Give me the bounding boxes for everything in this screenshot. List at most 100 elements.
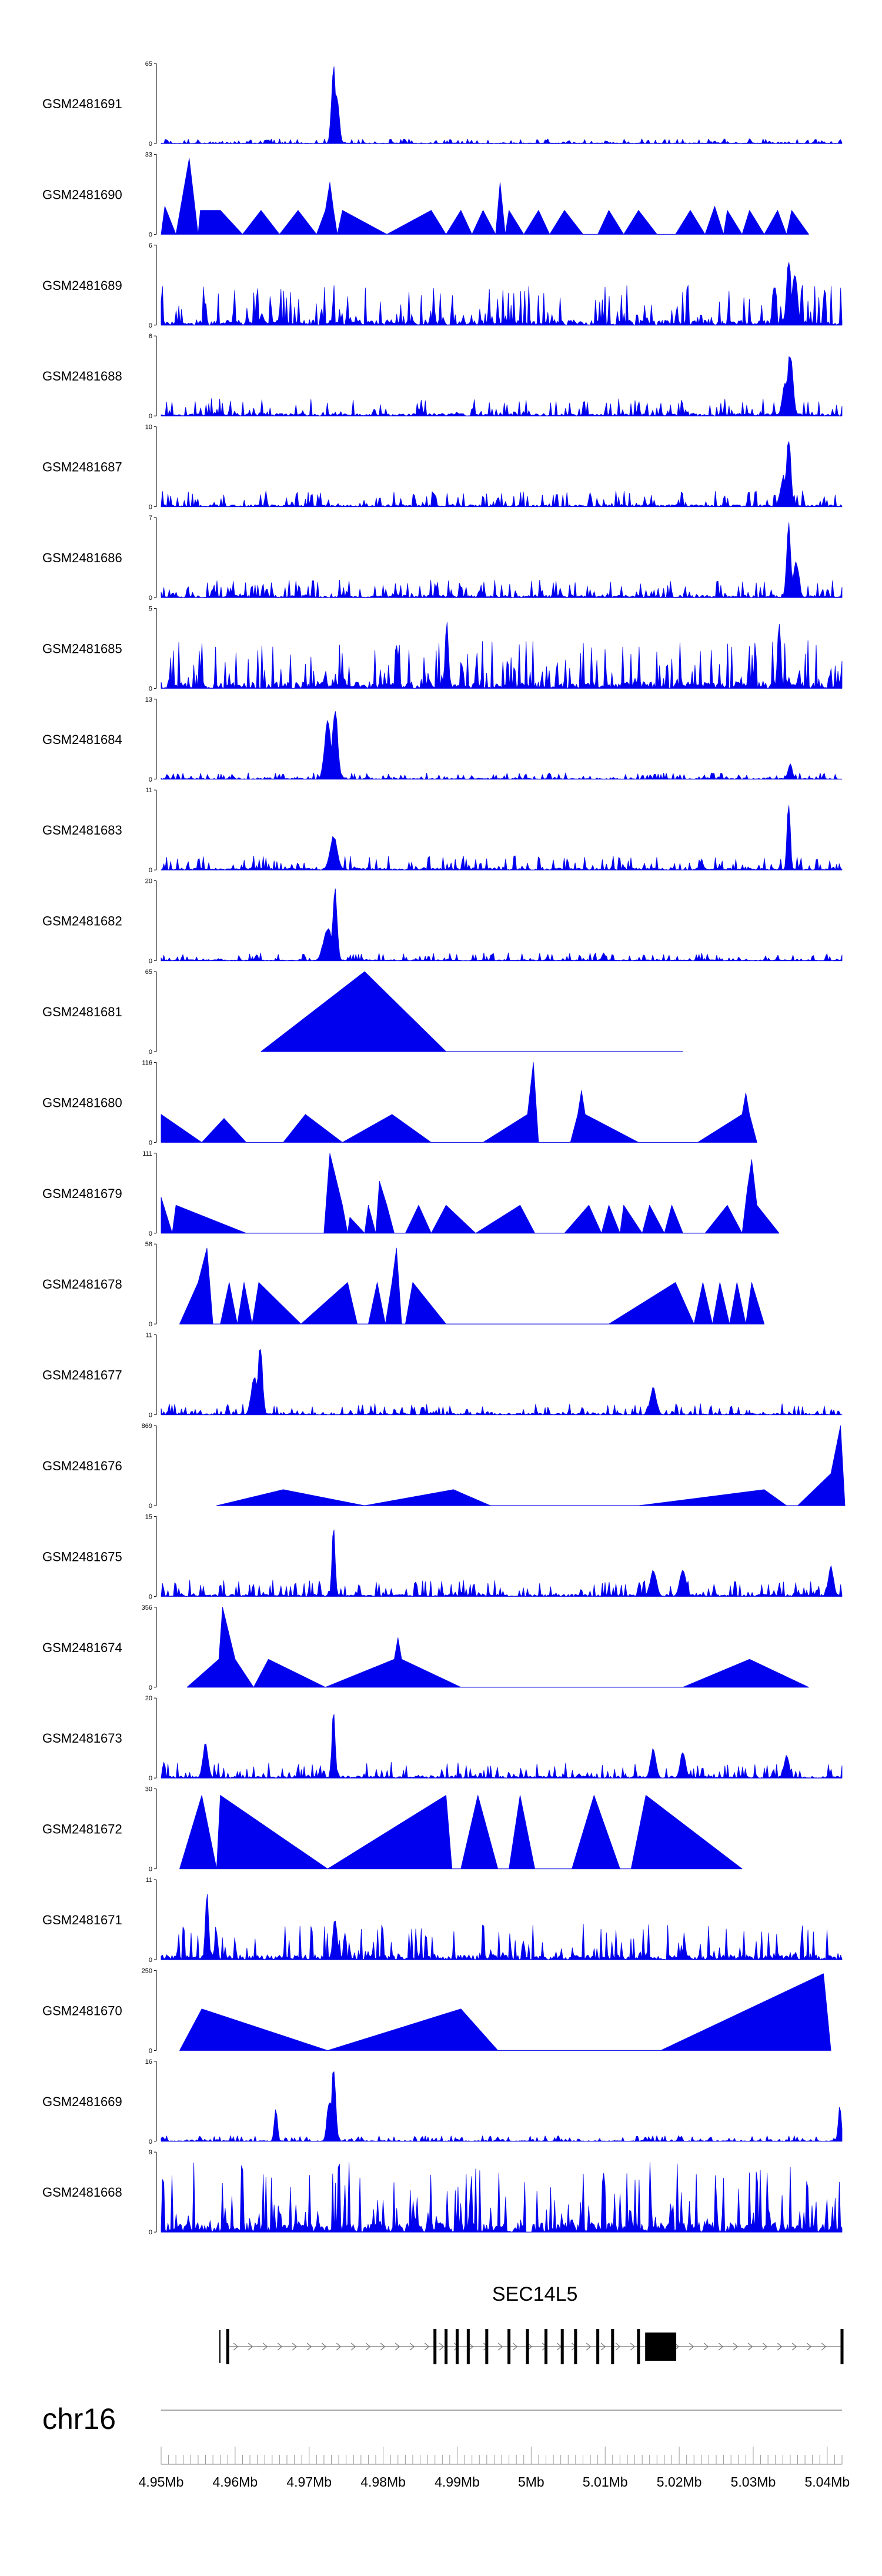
signal-area	[179, 1795, 743, 1869]
track-GSM2481687: GSM2481687 10 0	[42, 424, 843, 511]
track-label: GSM2481678	[42, 1277, 122, 1292]
track-GSM2481686: GSM2481686 7 0	[42, 515, 843, 602]
y-max-label: 30	[145, 1786, 152, 1793]
signal-area	[161, 622, 843, 689]
track-GSM2481691: GSM2481691 65 0	[42, 61, 843, 148]
exon	[645, 2333, 677, 2361]
y-max-label: 65	[145, 969, 152, 976]
track-label: GSM2481676	[42, 1459, 122, 1473]
track-label: GSM2481673	[42, 1731, 122, 1746]
track-label: GSM2481681	[42, 1005, 122, 1019]
track-GSM2481675: GSM2481675 15 0	[42, 1513, 843, 1600]
y-min-label: 0	[149, 1957, 152, 1964]
strand-arrow	[806, 2343, 812, 2351]
y-min-label: 0	[149, 1049, 152, 1056]
track-GSM2481670: GSM2481670 250 0	[42, 1967, 831, 2054]
track-GSM2481668: GSM2481668 9 0	[42, 2149, 843, 2236]
track-label: GSM2481684	[42, 732, 122, 747]
signal-area	[161, 522, 843, 598]
signal-area	[161, 66, 843, 144]
y-max-label: 9	[149, 2149, 152, 2156]
y-min-label: 0	[149, 776, 152, 783]
track-label: GSM2481683	[42, 823, 122, 837]
track-GSM2481676: GSM2481676 869 0	[42, 1423, 846, 1510]
y-min-label: 0	[149, 2229, 152, 2236]
x-tick-label: 4.99Mb	[435, 2474, 480, 2490]
track-label: GSM2481677	[42, 1368, 122, 1383]
signal-area	[161, 1529, 843, 1597]
y-min-label: 0	[149, 958, 152, 965]
strand-arrow	[497, 2343, 503, 2351]
y-max-label: 13	[145, 696, 152, 703]
x-tick-label: 5.04Mb	[804, 2474, 850, 2490]
y-max-label: 33	[145, 151, 152, 158]
y-max-label: 11	[146, 1332, 152, 1339]
exon	[611, 2329, 614, 2364]
y-min-label: 0	[149, 322, 152, 329]
y-min-label: 0	[149, 1593, 152, 1600]
exon	[637, 2329, 640, 2364]
track-label: GSM2481686	[42, 550, 122, 565]
track-label: GSM2481670	[42, 2003, 122, 2018]
strand-arrow	[689, 2343, 694, 2351]
y-max-label: 15	[145, 1513, 152, 1520]
exon	[507, 2329, 511, 2364]
signal-area	[161, 2162, 843, 2233]
strand-arrow	[777, 2343, 783, 2351]
strand-arrow	[703, 2343, 709, 2351]
track-GSM2481674: GSM2481674 356 0	[42, 1604, 809, 1691]
strand-arrow	[336, 2343, 342, 2351]
strand-arrow	[306, 2343, 312, 2351]
y-min-label: 0	[149, 1139, 152, 1146]
y-max-label: 58	[145, 1241, 152, 1248]
strand-arrow	[718, 2343, 724, 2351]
signal-area	[216, 1425, 846, 1506]
exon	[544, 2329, 548, 2364]
track-label: GSM2481668	[42, 2185, 122, 2200]
y-max-label: 116	[142, 1059, 152, 1066]
y-max-label: 16	[145, 2058, 152, 2066]
y-max-label: 356	[142, 1604, 152, 1611]
signal-area	[161, 1349, 843, 1415]
strand-arrow	[527, 2343, 533, 2351]
x-tick-label: 5.02Mb	[657, 2474, 702, 2490]
x-tick-label: 4.97Mb	[286, 2474, 332, 2490]
strand-arrow	[262, 2343, 268, 2351]
y-max-label: 5	[149, 605, 152, 612]
signal-area	[260, 971, 683, 1052]
track-label: GSM2481685	[42, 641, 122, 656]
exon	[526, 2329, 529, 2364]
y-max-label: 11	[146, 1877, 152, 1884]
y-min-label: 0	[149, 141, 152, 148]
signal-area	[161, 262, 843, 326]
strand-arrow	[380, 2343, 386, 2351]
exon	[560, 2329, 564, 2364]
strand-arrow	[733, 2343, 739, 2351]
track-GSM2481690: GSM2481690 33 0	[42, 151, 809, 238]
track-GSM2481688: GSM2481688 6 0	[42, 333, 843, 420]
exon	[574, 2329, 577, 2364]
exon	[840, 2329, 844, 2364]
strand-arrow	[292, 2343, 298, 2351]
exon	[485, 2329, 489, 2364]
signal-area	[161, 1062, 757, 1143]
y-min-label: 0	[149, 2138, 152, 2145]
signal-area	[161, 1894, 843, 1960]
y-max-label: 20	[145, 878, 152, 885]
strand-arrow	[821, 2343, 827, 2351]
y-max-label: 7	[149, 515, 152, 522]
strand-arrow	[365, 2343, 371, 2351]
y-min-label: 0	[149, 1503, 152, 1510]
genome-axis: chr16 4.95Mb 4.96Mb 4.97Mb 4.98Mb 4.99Mb 5Mb 5.…	[42, 2403, 850, 2490]
x-tick-label: 4.98Mb	[360, 2474, 406, 2490]
signal-area	[161, 356, 843, 416]
x-tick-label: 5.03Mb	[731, 2474, 776, 2490]
x-tick-label: 4.95Mb	[139, 2474, 184, 2490]
x-tick-label: 5.01Mb	[583, 2474, 628, 2490]
track-GSM2481671: GSM2481671 11 0	[42, 1877, 843, 1964]
track-label: GSM2481669	[42, 2094, 122, 2109]
track-GSM2481689: GSM2481689 6 0	[42, 242, 843, 329]
track-GSM2481679: GSM2481679 111 0	[42, 1150, 780, 1237]
x-tick-label: 5Mb	[518, 2474, 544, 2490]
